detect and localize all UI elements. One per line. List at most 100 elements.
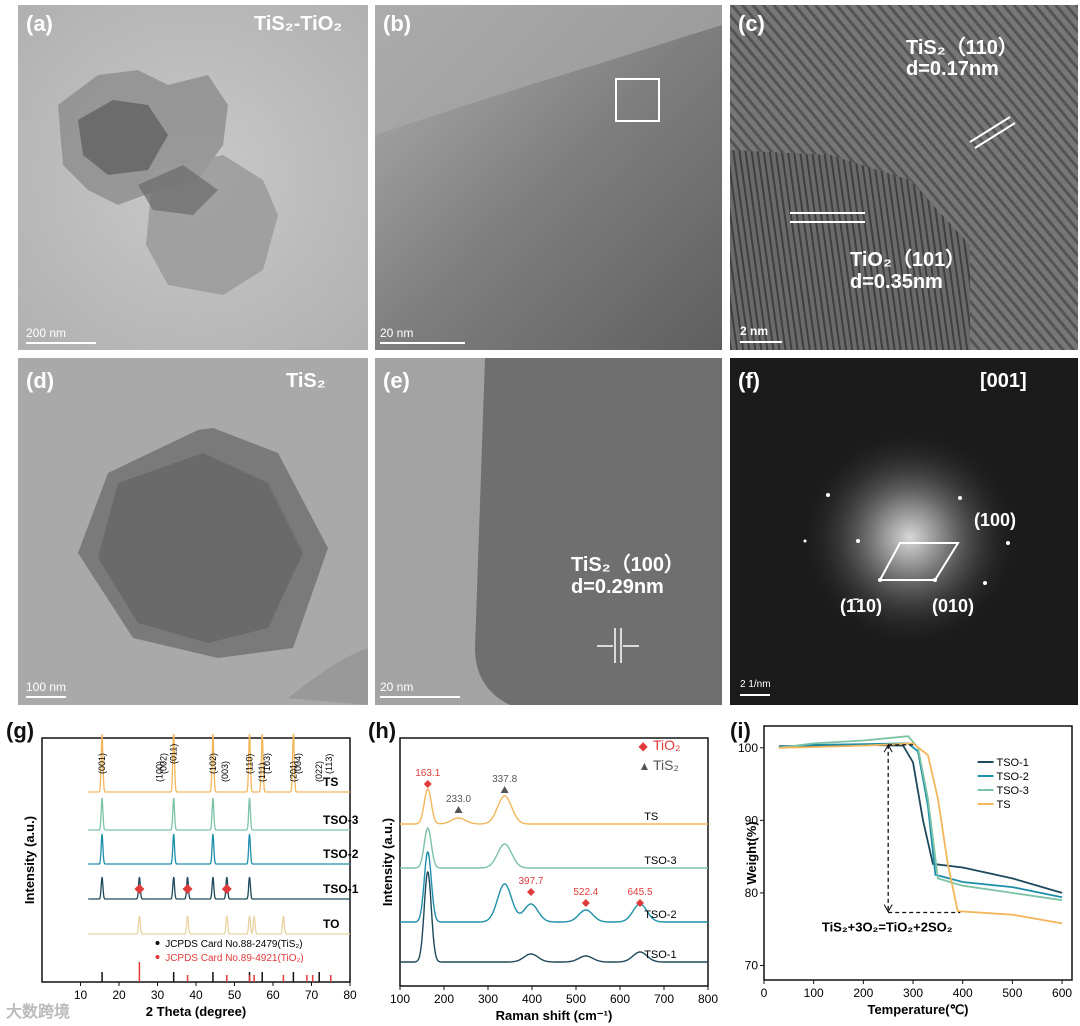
x-tick-label: 100 [804,986,824,1000]
plot-frame [399,737,709,987]
scale-label-f: 2 1/nm [740,679,771,690]
plot-frame [763,725,1073,981]
panel-label-b: (b) [383,11,412,36]
peak-label: 645.5 [628,887,653,898]
tem-image-e [375,358,722,705]
series-line-ts [778,742,1063,925]
series-line-to [88,915,350,935]
peak-label: 233.0 [446,794,471,805]
panel-label-a: (a) [26,11,53,36]
tis2-marker [454,806,463,813]
series-label-tso-3: TSO-3 [323,813,359,827]
legend-label-ts: TS [996,799,1010,811]
x-tick-label: 400 [522,992,542,1006]
tio2-marker [581,899,590,907]
spot-label-010: (010) [932,596,975,616]
peak-label: 337.8 [492,774,517,785]
x-axis-title: 2 Theta (degree) [146,1004,246,1019]
panel-label-i: (i) [730,718,751,743]
series-line-ts [88,733,350,793]
scale-label-d: 100 nm [26,680,67,694]
chart-h: 100 200 300 400 500 600 700 800 Raman shift (cm⁻… [360,712,720,1026]
x-tick-label: 300 [903,986,923,1000]
y-tick-label: 80 [745,886,759,900]
peak-label: 163.1 [415,768,440,779]
ref-legend-dot-tio2 [155,955,160,959]
peak-label: 522.4 [573,887,598,898]
series-label-tso-1: TSO-1 [644,949,676,961]
panel-b: (b) 20 nm [375,5,722,350]
hkl-label: (201) [288,761,298,782]
series-line-tso-2 [400,850,708,923]
fft-pattern-f [730,358,1078,705]
tem-image-a [18,5,368,350]
scale-bar-f [740,694,770,696]
panel-label-d: (d) [26,368,55,393]
raman-chart: 100 200 300 400 500 600 700 800 Raman shift (cm⁻… [380,737,718,1023]
selection-box [615,78,660,122]
annotation-tis2-110: TiS₂（110） [906,37,1018,59]
series-label-tso-2: TSO-2 [323,847,359,861]
tio2-marker [423,780,432,788]
x-tick-label: 50 [228,988,242,1002]
hrtem-image-c [730,5,1078,350]
tis2-marker [500,786,509,793]
legend-text-tio2: TiO₂ [653,737,680,753]
hkl-label: (113) [324,754,334,774]
legend-label-tso-1: TSO-1 [996,757,1028,769]
x-tick-label: 60 [266,988,280,1002]
series-line-ts [400,788,708,825]
annotation-tio2-101: TiO₂（101） [850,249,966,271]
hkl-label: (002) [158,753,168,774]
hkl-label: (111) [257,762,267,782]
series-label-to: TO [323,917,339,931]
hkl-label: (004) [293,753,303,774]
panel-title-a: TiS₂-TiO₂ [254,13,343,35]
arrow-head-down [883,904,893,913]
x-tick-label: 10 [74,988,88,1002]
panel-a: (a) TiS₂-TiO₂ 200 nm [18,5,368,350]
series-line-tso-1 [400,870,708,963]
scale-label-c: 2 nm [740,324,769,338]
x-tick-label: 80 [343,988,357,1002]
scale-bar-c [740,341,782,343]
scale-label-a: 200 nm [26,326,67,340]
legend-label-tso-3: TSO-3 [996,785,1028,797]
x-axis-title: Temperature(℃) [867,1002,968,1017]
panel-c: (c) TiS₂（110） d=0.17nm TiO₂（101） d=0.35n… [730,5,1078,350]
arrow-head-up [883,743,893,753]
y-axis-title: Intensity (a.u.) [380,818,395,906]
panel-label-h: (h) [368,718,397,743]
series-line-tso-3 [88,797,350,831]
y-axis-title: Intensity (a.u.) [22,816,37,904]
hkl-label: (003) [220,761,230,782]
ref-legend-tio2: JCPDS Card No.89-4921(TiO₂) [165,953,304,964]
tem-image-b [375,5,722,350]
tem-image-d [18,358,368,705]
peak-label: 397.7 [518,876,543,887]
chart-i: 0 100 200 300 400 500 600 Temperature(℃) Weight(… [720,712,1080,1026]
scale-label-e: 20 nm [380,680,414,694]
scale-bar-a [26,342,96,344]
panel-e: (e) TiS₂（100） d=0.29nm 20 nm [375,358,722,705]
panel-title-d: TiS₂ [286,370,326,392]
annotation-d-035: d=0.35nm [850,271,943,293]
scale-label-b: 20 nm [380,326,414,340]
x-tick-label: 0 [761,986,768,1000]
hkl-label: (110) [245,754,255,774]
series-label-tso-1: TSO-1 [323,882,359,896]
hkl-label: (001) [97,753,107,774]
panel-title-f: [001] [980,370,1027,392]
tio2-marker [182,884,193,894]
x-tick-label: 400 [953,986,973,1000]
series-label-ts: TS [644,811,658,823]
tio2-marker [221,884,232,894]
spot-label-1bar10: (1̄10) [840,596,883,616]
x-tick-label: 100 [390,992,410,1006]
panel-label-f: (f) [738,368,760,393]
ref-legend-tis2: JCPDS Card No.88-2479(TiS₂) [165,939,302,950]
series-line-tso-2 [778,742,1063,899]
legend-label-tso-2: TSO-2 [996,771,1028,783]
scale-bar-b [380,342,465,344]
panel-label-e: (e) [383,368,410,393]
